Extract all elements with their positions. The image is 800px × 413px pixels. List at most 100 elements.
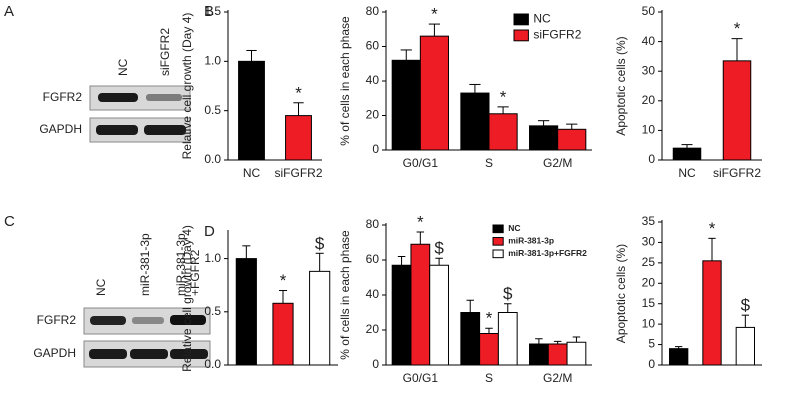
y-tick-label: 10 [642, 316, 656, 330]
y-tick-label: 25 [642, 255, 656, 269]
y-tick-label: 0.0 [204, 152, 221, 166]
y-axis-title: % of cells in each phase [338, 16, 352, 146]
y-tick-label: 30 [642, 235, 656, 249]
y-tick-label: 1.0 [204, 54, 221, 68]
y-tick-label: 80 [366, 4, 380, 18]
lane-label: NC [116, 58, 130, 76]
x-tick-label: S [485, 156, 493, 170]
bar [702, 260, 722, 366]
lane-label: +FGFR2 [188, 249, 202, 296]
x-tick-label: G0/G1 [403, 371, 439, 385]
blot-band [146, 94, 182, 101]
significance-mark: $ [503, 284, 513, 303]
y-tick-label: 40 [642, 34, 656, 48]
row-label: FGFR2 [37, 313, 77, 327]
panel-letter: C [4, 213, 15, 230]
y-axis-title: Relative cell growth (Day 4) [180, 13, 194, 160]
legend-label: miR-381-3p [508, 236, 554, 246]
bar [547, 343, 568, 366]
y-tick-label: 60 [366, 39, 380, 53]
bar [235, 258, 257, 366]
x-tick-label: G2/M [543, 371, 572, 385]
x-tick-label: NC [678, 166, 696, 180]
y-tick-label: 1.5 [204, 4, 221, 18]
lane-label: miR-381-3p [138, 233, 152, 296]
y-tick-label: 80 [366, 217, 380, 231]
blot-band [90, 316, 126, 325]
significance-mark: * [431, 5, 438, 24]
y-tick-label: 0.5 [204, 103, 221, 117]
significance-mark: $ [434, 239, 444, 258]
bar [529, 125, 559, 151]
y-tick-label: 0 [372, 357, 379, 371]
panel-letter: A [4, 3, 14, 20]
legend-swatch [513, 29, 529, 42]
y-tick-label: 60 [366, 252, 380, 266]
lane-label: NC [94, 278, 108, 296]
legend-label: miR-381-3p+FGFR2 [508, 248, 587, 258]
bar [529, 343, 549, 366]
legend-label: NC [533, 12, 551, 26]
y-tick-label: 20 [366, 322, 380, 336]
blot-band [132, 317, 164, 324]
y-tick-label: 20 [642, 93, 656, 107]
row-label: FGFR2 [43, 90, 83, 104]
legend-swatch [492, 237, 504, 246]
significance-mark: * [709, 219, 716, 238]
y-axis-title: Apoptotic cells (%) [614, 36, 628, 135]
bar [238, 60, 265, 161]
y-axis-title: Relative cell growth (Day 4) [180, 225, 194, 372]
bar [410, 243, 431, 366]
blot-band [98, 93, 138, 102]
bar [272, 302, 294, 366]
x-tick-label: G2/M [543, 156, 572, 170]
bar [391, 59, 421, 151]
y-tick-label: 40 [366, 287, 380, 301]
x-tick-label: G0/G1 [403, 156, 439, 170]
x-tick-label: NC [243, 166, 261, 180]
bar [419, 35, 449, 151]
significance-mark: $ [315, 234, 325, 253]
bar [460, 92, 490, 151]
legend-swatch [513, 13, 529, 26]
y-tick-label: 50 [642, 4, 656, 18]
y-tick-label: 40 [366, 73, 380, 87]
blot-band [130, 349, 168, 359]
legend-label: siFGFR2 [533, 28, 581, 42]
y-tick-label: 0 [648, 357, 655, 371]
bar [735, 326, 756, 366]
bar [566, 341, 587, 366]
y-tick-label: 20 [642, 275, 656, 289]
lane-label: siFGFR2 [158, 28, 172, 76]
significance-mark: * [295, 83, 302, 102]
row-label: GAPDH [33, 346, 76, 360]
y-tick-label: 5 [648, 337, 655, 351]
bar [460, 312, 481, 366]
legend-swatch [492, 249, 504, 259]
blot-band [96, 125, 138, 135]
bar [672, 147, 702, 161]
y-axis-title: Apoptotic cells (%) [614, 244, 628, 343]
bar [479, 333, 499, 366]
blot-band [170, 315, 206, 325]
significance-mark: $ [741, 296, 751, 315]
y-tick-label: 35 [642, 214, 656, 228]
lane-label: miR-381-3p [174, 233, 188, 296]
x-tick-label: siFGFR2 [713, 166, 761, 180]
y-tick-label: 0 [372, 142, 379, 156]
significance-mark: * [500, 87, 507, 106]
blot-band [144, 125, 186, 135]
x-tick-label: S [485, 371, 493, 385]
bar [391, 264, 412, 366]
blot-band [170, 349, 208, 359]
legend-swatch [492, 224, 504, 234]
y-tick-label: 10 [642, 123, 656, 137]
y-tick-label: 0.5 [204, 304, 221, 318]
bar [309, 270, 331, 366]
y-tick-label: 30 [642, 63, 656, 77]
significance-mark: * [417, 212, 424, 231]
bar [722, 60, 752, 161]
row-label: GAPDH [39, 122, 82, 136]
